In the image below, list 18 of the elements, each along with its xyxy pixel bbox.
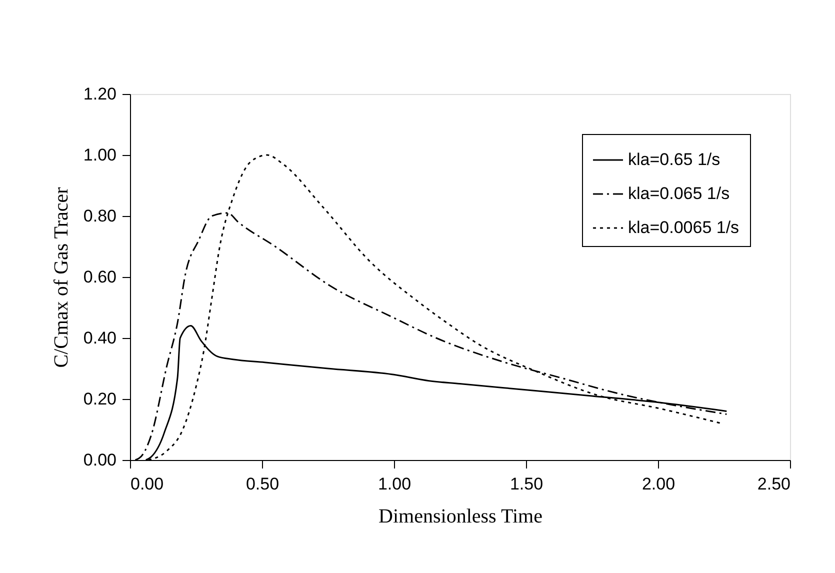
y-tick-label: 1.20 (83, 84, 116, 104)
y-tick-label: 0.80 (83, 206, 116, 226)
x-axis-title: Dimensionless Time (378, 506, 543, 528)
x-tick-label: 0.00 (130, 474, 164, 494)
y-tick-label: 0.40 (83, 328, 116, 348)
y-tick-label: 1.00 (83, 146, 116, 164)
y-tick-label: 0.20 (83, 390, 116, 408)
x-tick-label: 0.50 (246, 474, 280, 494)
x-tick-label: 1.50 (510, 474, 544, 494)
y-tick-label: 0.60 (83, 268, 116, 286)
x-tick-label: 2.50 (757, 474, 790, 494)
legend-label: kla=0.065 1/s (628, 184, 730, 203)
x-tick-label: 2.00 (642, 474, 676, 494)
legend-label: kla=0.65 1/s (628, 150, 720, 169)
legend-label: kla=0.0065 1/s (628, 218, 740, 237)
y-tick-label: 0.00 (83, 450, 116, 470)
x-tick-label: 1.00 (378, 474, 412, 494)
y-axis-title: C/Cmax of Gas Tracer (50, 186, 72, 368)
